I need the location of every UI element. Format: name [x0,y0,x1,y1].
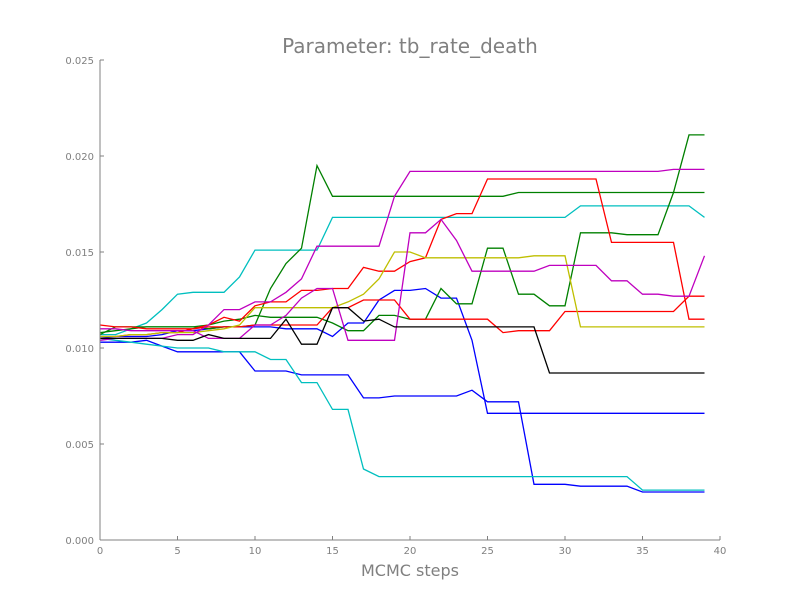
x-tick-label: 5 [174,546,180,557]
y-tick-label: 0.010 [65,344,94,355]
series-line-4 [100,205,705,336]
x-tick-label: 25 [481,546,494,557]
chart-title: Parameter: tb_rate_death [282,34,538,58]
x-tick-label: 30 [559,546,572,557]
series-line-6 [99,163,705,334]
x-tick-label: 15 [326,546,339,557]
y-tick-label: 0.025 [65,56,94,67]
x-axis-label: MCMC steps [361,561,459,580]
y-tick-label: 0.020 [65,152,94,163]
series-line-2 [99,287,705,414]
series-line-5 [99,134,705,336]
x-tick-label: 10 [249,546,262,557]
series-line-7 [99,295,705,334]
series-line-9 [100,251,705,338]
series-line-1 [100,339,705,493]
series-line-8 [100,178,705,338]
x-tick-label: 20 [404,546,417,557]
x-tick-label: 40 [714,546,727,557]
x-tick-label: 35 [636,546,649,557]
ticks-layer: 0 5 10 15 20 25 30 35 40 0.000 0.005 0.010 0.015 0.02… [65,56,726,557]
x-tick-label: 0 [97,546,103,557]
series-line-11 [100,218,706,341]
series-line-3 [99,337,705,491]
y-tick-label: 0.005 [65,440,94,451]
y-tick-label: 0.015 [65,248,94,259]
series-line-10 [99,168,705,341]
series-layer [99,134,706,493]
series-line-12 [100,307,705,374]
y-tick-label: 0.000 [65,536,94,547]
